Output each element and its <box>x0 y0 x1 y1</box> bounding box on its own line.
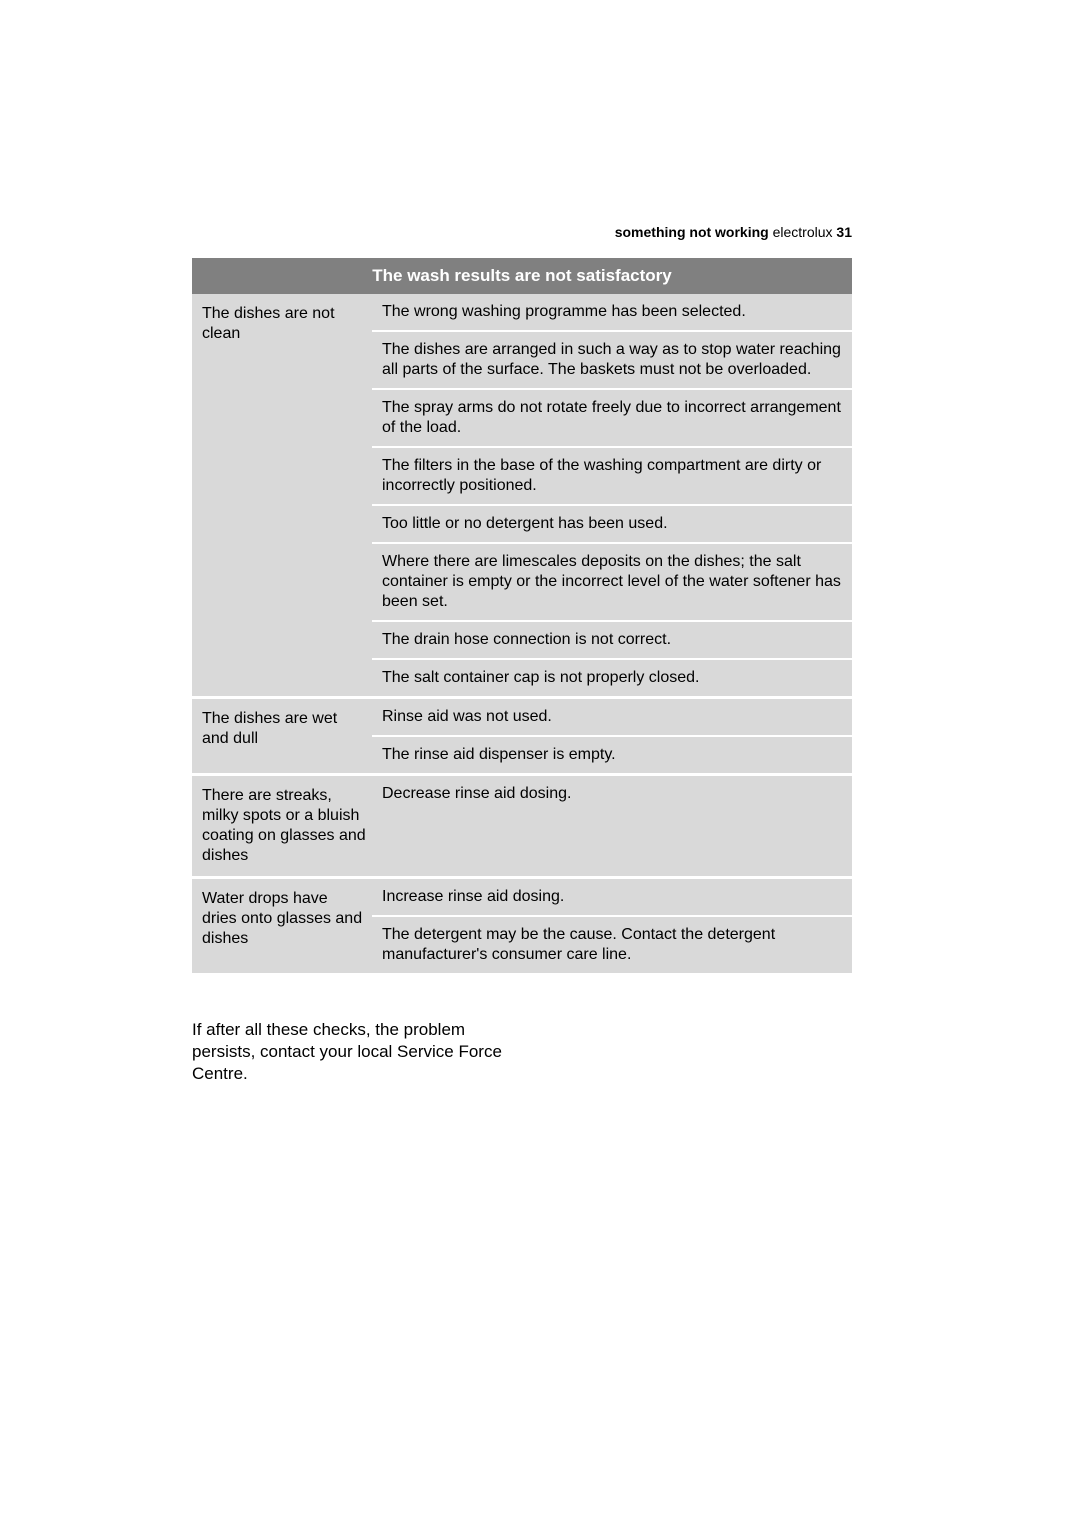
cause-item: The wrong washing programme has been sel… <box>372 294 852 330</box>
causes-cell: Decrease rinse aid dosing. <box>372 776 852 876</box>
table-row: The dishes are wet and dull Rinse aid wa… <box>192 696 852 773</box>
cause-item: The dishes are arranged in such a way as… <box>372 330 852 388</box>
cause-item: The salt container cap is not properly c… <box>372 658 852 696</box>
section-name: something not working <box>615 224 769 240</box>
brand-name: electrolux <box>769 224 833 240</box>
problem-cell: The dishes are wet and dull <box>192 699 372 773</box>
running-header: something not working electrolux 31 <box>615 224 852 240</box>
cause-item: The rinse aid dispenser is empty. <box>372 735 852 773</box>
cause-item: Too little or no detergent has been used… <box>372 504 852 542</box>
causes-cell: The wrong washing programme has been sel… <box>372 294 852 696</box>
problem-cell: The dishes are not clean <box>192 294 372 696</box>
troubleshooting-table: The wash results are not satisfactory Th… <box>192 258 852 973</box>
table-row: There are streaks, milky spots or a blui… <box>192 773 852 876</box>
table-row: Water drops have dries onto glasses and … <box>192 876 852 973</box>
cause-item: The drain hose connection is not correct… <box>372 620 852 658</box>
cause-item: Decrease rinse aid dosing. <box>372 776 852 812</box>
problem-cell: There are streaks, milky spots or a blui… <box>192 776 372 876</box>
cause-item: Increase rinse aid dosing. <box>372 879 852 915</box>
cause-item: Rinse aid was not used. <box>372 699 852 735</box>
problem-cell: Water drops have dries onto glasses and … <box>192 879 372 973</box>
causes-cell: Increase rinse aid dosing. The detergent… <box>372 879 852 973</box>
table-title: The wash results are not satisfactory <box>192 258 852 294</box>
page-number: 31 <box>833 224 852 240</box>
causes-cell: Rinse aid was not used. The rinse aid di… <box>372 699 852 773</box>
footnote-text: If after all these checks, the problem p… <box>192 1019 532 1085</box>
page: something not working electrolux 31 The … <box>0 0 1080 1528</box>
cause-item: Where there are limescales deposits on t… <box>372 542 852 620</box>
table-row: The dishes are not clean The wrong washi… <box>192 294 852 696</box>
cause-item: The detergent may be the cause. Contact … <box>372 915 852 973</box>
cause-item: The filters in the base of the washing c… <box>372 446 852 504</box>
cause-item: The spray arms do not rotate freely due … <box>372 388 852 446</box>
